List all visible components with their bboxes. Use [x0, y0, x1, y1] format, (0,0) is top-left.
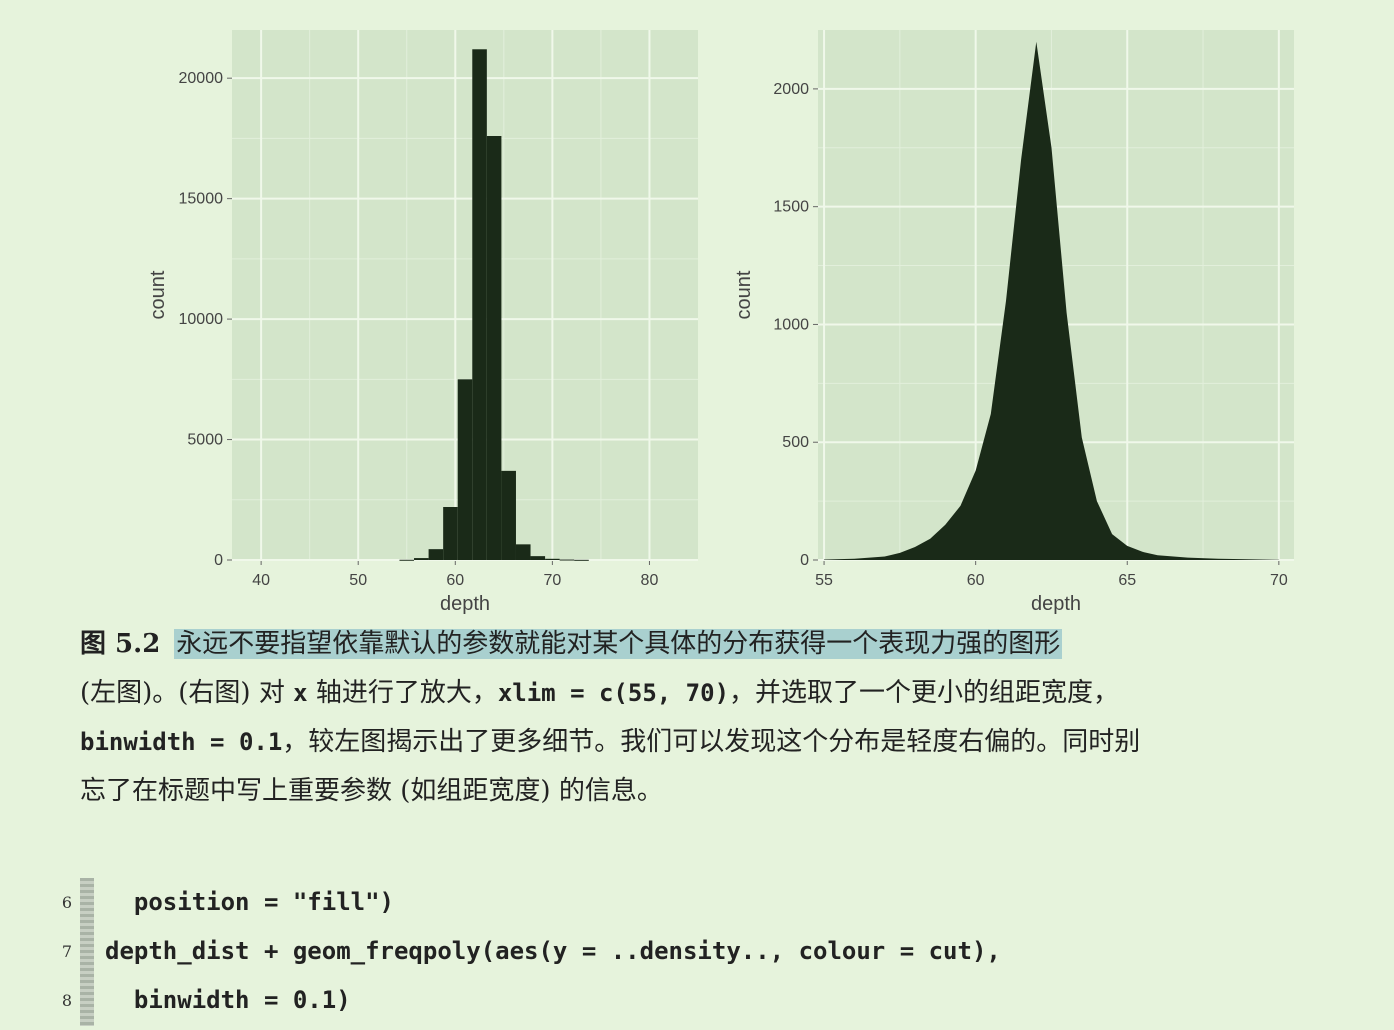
x-tick-label: 65: [1118, 572, 1136, 589]
caption-code-xlim: xlim = c(55, 70): [497, 679, 730, 707]
histogram-bar: [428, 549, 444, 560]
y-tick-label: 1500: [773, 199, 809, 216]
y-tick-label: 500: [782, 434, 809, 451]
y-tick-label: 2000: [773, 81, 809, 98]
code-line: 7 depth_dist + geom_freqpoly(aes(y = ..d…: [50, 927, 1370, 976]
caption-line-3: binwidth = 0.1，较左图揭示出了更多细节。我们可以发现这个分布是轻度…: [80, 718, 1370, 767]
histogram-left: 40 50 60 70 80 0 5000 10000 15000 20000 depth count: [147, 30, 698, 615]
x-tick-label: 40: [252, 572, 270, 589]
y-tick-label: 5000: [187, 432, 223, 449]
histogram-area: [824, 41, 1279, 561]
histogram-bar: [472, 49, 487, 560]
code-text: binwidth = 0.1): [105, 986, 351, 1014]
code-listing: 6 position = "fill") 7 depth_dist + geom…: [50, 878, 1370, 1026]
histogram-bar: [515, 544, 531, 560]
caption-text: 忘了在标题中写上重要参数 (如组距宽度) 的信息。: [80, 776, 663, 806]
code-margin-bar: [80, 878, 94, 1026]
line-number: 7: [61, 942, 72, 961]
code-text: depth_dist + geom_freqpoly(aes(y = ..den…: [105, 937, 1001, 965]
x-tick-label: 70: [1270, 572, 1288, 589]
x-tick-label: 80: [641, 572, 659, 589]
y-tick-label: 20000: [179, 70, 224, 87]
y-tick-label: 0: [214, 552, 223, 569]
x-tick-label: 70: [543, 572, 561, 589]
figure-label: 图 5.2: [80, 629, 161, 659]
histogram-bar: [414, 558, 429, 560]
x-tick-label: 60: [446, 572, 464, 589]
histogram-bar: [574, 559, 589, 561]
caption-line-2: (左图)。(右图) 对 x 轴进行了放大，xlim = c(55, 70)，并选…: [80, 669, 1370, 718]
y-tick-label: 15000: [179, 191, 224, 208]
y-tick-label: 10000: [179, 311, 224, 328]
x-axis-label: depth: [1031, 593, 1081, 615]
caption-line-4: 忘了在标题中写上重要参数 (如组距宽度) 的信息。: [80, 767, 1370, 816]
histogram-bar: [559, 559, 575, 561]
x-tick-label: 55: [815, 572, 833, 589]
histogram-bar: [399, 559, 415, 561]
caption-line-1: 图 5.2 永远不要指望依靠默认的参数就能对某个具体的分布获得一个表现力强的图形: [80, 620, 1370, 669]
code-text: position = "fill"): [105, 888, 394, 916]
caption-text: ，较左图揭示出了更多细节。我们可以发现这个分布是轻度右偏的。同时别: [282, 727, 1141, 757]
y-axis-label: count: [733, 270, 755, 319]
y-tick-label: 1000: [773, 316, 809, 333]
x-tick-label: 60: [967, 572, 985, 589]
histogram-bar: [457, 379, 473, 560]
code-line: 6 position = "fill"): [50, 878, 1370, 927]
histogram-bar: [501, 470, 516, 560]
y-axis-label: count: [147, 270, 169, 319]
caption-text: 轴进行了放大，: [307, 678, 498, 708]
line-number: 8: [61, 991, 72, 1010]
x-axis-label: depth: [440, 593, 490, 615]
histogram-bar: [545, 558, 560, 560]
caption-code-binwidth: binwidth = 0.1: [80, 728, 283, 756]
histogram-bar: [486, 136, 502, 560]
y-tick-label: 0: [800, 552, 809, 569]
code-line: 8 binwidth = 0.1): [50, 976, 1370, 1025]
caption-text: (左图)。(右图) 对: [80, 678, 294, 708]
figure-caption: 图 5.2 永远不要指望依靠默认的参数就能对某个具体的分布获得一个表现力强的图形 …: [80, 620, 1370, 816]
line-number: 6: [61, 893, 72, 912]
histogram-right: 55 60 65 70 0 500 1000 1500 2000 depth count: [733, 30, 1294, 615]
caption-highlight: 永远不要指望依靠默认的参数就能对某个具体的分布获得一个表现力强的图形: [174, 629, 1063, 659]
histogram-bar: [443, 507, 458, 560]
x-tick-label: 50: [349, 572, 367, 589]
histogram-bar: [530, 556, 546, 560]
caption-text: ，并选取了一个更小的组距宽度，: [729, 678, 1120, 708]
caption-code-x: x: [293, 679, 308, 707]
